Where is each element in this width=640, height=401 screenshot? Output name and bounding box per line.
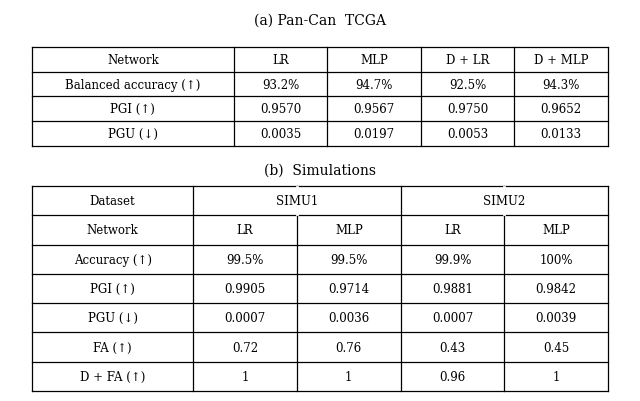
Text: 0.72: 0.72: [232, 341, 258, 354]
Text: LR: LR: [237, 224, 253, 237]
Text: 0.0035: 0.0035: [260, 128, 301, 141]
Text: D + LR: D + LR: [446, 54, 490, 67]
Text: SIMU1: SIMU1: [276, 194, 318, 208]
Text: Network: Network: [107, 54, 159, 67]
Text: D + MLP: D + MLP: [534, 54, 588, 67]
Text: 0.9881: 0.9881: [432, 282, 473, 295]
Text: 99.5%: 99.5%: [330, 253, 367, 266]
Text: LR: LR: [444, 224, 461, 237]
Text: 0.9570: 0.9570: [260, 103, 301, 116]
Text: MLP: MLP: [360, 54, 388, 67]
Text: 0.96: 0.96: [439, 370, 466, 383]
Text: 1: 1: [345, 370, 353, 383]
Text: 100%: 100%: [540, 253, 573, 266]
Text: 0.0197: 0.0197: [353, 128, 395, 141]
Text: FA (↑): FA (↑): [93, 341, 132, 354]
Text: 94.3%: 94.3%: [543, 79, 580, 91]
Text: 99.5%: 99.5%: [227, 253, 264, 266]
Text: 0.45: 0.45: [543, 341, 570, 354]
Text: 0.0007: 0.0007: [432, 312, 473, 324]
Text: LR: LR: [272, 54, 289, 67]
Text: 92.5%: 92.5%: [449, 79, 486, 91]
Text: Dataset: Dataset: [90, 194, 136, 208]
Text: PGU (↓): PGU (↓): [88, 312, 138, 324]
Text: PGI (↑): PGI (↑): [90, 282, 135, 295]
Text: 0.0007: 0.0007: [225, 312, 266, 324]
Text: MLP: MLP: [542, 224, 570, 237]
Text: 0.9567: 0.9567: [353, 103, 395, 116]
Text: 0.43: 0.43: [439, 341, 466, 354]
Text: 0.9842: 0.9842: [536, 282, 577, 295]
Text: 0.9905: 0.9905: [225, 282, 266, 295]
Text: 0.9652: 0.9652: [541, 103, 582, 116]
Text: (a) Pan-Can  TCGA: (a) Pan-Can TCGA: [254, 14, 386, 28]
Text: PGU (↓): PGU (↓): [108, 128, 158, 141]
Text: 0.0036: 0.0036: [328, 312, 369, 324]
Text: 0.9750: 0.9750: [447, 103, 488, 116]
Text: Accuracy (↑): Accuracy (↑): [74, 253, 152, 266]
Text: PGI (↑): PGI (↑): [110, 103, 156, 116]
Text: 93.2%: 93.2%: [262, 79, 299, 91]
Text: MLP: MLP: [335, 224, 363, 237]
Text: D + FA (↑): D + FA (↑): [80, 370, 145, 383]
Text: (b)  Simulations: (b) Simulations: [264, 164, 376, 178]
Text: SIMU2: SIMU2: [483, 194, 525, 208]
Text: 0.0133: 0.0133: [541, 128, 582, 141]
Text: 0.0039: 0.0039: [536, 312, 577, 324]
Text: Network: Network: [87, 224, 138, 237]
Text: 0.9714: 0.9714: [328, 282, 369, 295]
Text: 0.0053: 0.0053: [447, 128, 488, 141]
Text: 1: 1: [552, 370, 560, 383]
Text: 94.7%: 94.7%: [355, 79, 393, 91]
Text: 0.76: 0.76: [335, 341, 362, 354]
Text: Balanced accuracy (↑): Balanced accuracy (↑): [65, 79, 200, 91]
Text: 99.9%: 99.9%: [434, 253, 471, 266]
Text: 1: 1: [241, 370, 249, 383]
